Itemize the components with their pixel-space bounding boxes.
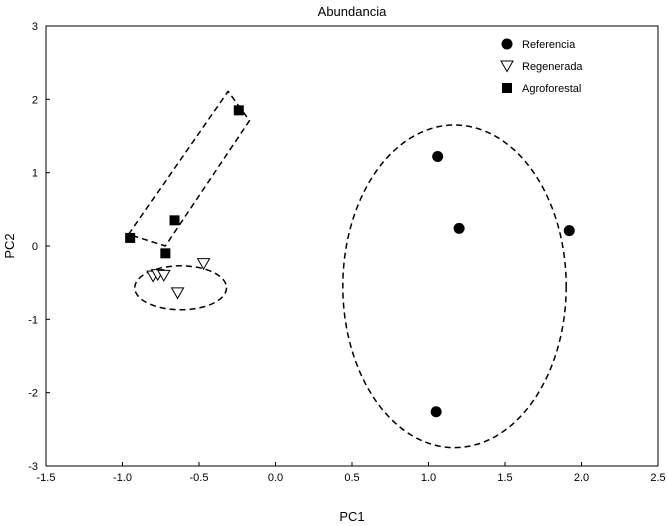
legend-marker-referencia (501, 38, 513, 50)
x-tick-label: -1.0 (113, 472, 132, 484)
legend-marker-regenerada (500, 60, 514, 73)
y-tick-label: -2 (28, 388, 38, 400)
point-agroforestal (169, 215, 180, 226)
point-regenerada (170, 287, 185, 300)
y-tick-label: 3 (32, 21, 38, 33)
y-axis-title: PC2 (2, 233, 17, 258)
x-tick-label: -1.5 (37, 472, 56, 484)
legend-label-referencia: Referencia (522, 39, 576, 51)
point-referencia (432, 151, 444, 163)
outline-agroforestal (127, 90, 251, 247)
y-tick-label: -3 (28, 461, 38, 473)
y-tick-label: -1 (28, 314, 38, 326)
point-agroforestal (160, 248, 171, 259)
point-referencia (453, 222, 465, 234)
y-axis: -3 -2 -1 0 1 2 3 (28, 21, 50, 473)
point-agroforestal (125, 232, 136, 243)
y-tick-label: 0 (32, 241, 38, 253)
point-regenerada (156, 269, 171, 282)
y-tick-label: 1 (32, 168, 38, 180)
x-tick-label: -0.5 (190, 472, 209, 484)
outline-regenerada (133, 265, 228, 311)
x-axis: -1.5 -1.0 -0.5 0.0 0.5 1.0 1.5 2.0 2.5 (37, 462, 666, 484)
x-tick-label: 2.0 (574, 472, 589, 484)
x-tick-label: 0.5 (344, 472, 359, 484)
legend-label-regenerada: Regenerada (522, 61, 583, 73)
legend: Referencia Regenerada Agroforestal (500, 38, 583, 95)
y-tick-label: 2 (32, 94, 38, 106)
x-tick-label: 2.5 (650, 472, 665, 484)
chart-title: Abundancia (318, 4, 387, 19)
legend-marker-agroforestal (502, 83, 512, 93)
point-regenerada (196, 258, 211, 271)
x-tick-label: 1.5 (497, 472, 512, 484)
x-axis-title: PC1 (339, 509, 364, 524)
point-referencia (563, 225, 575, 237)
data-points (125, 105, 575, 418)
point-referencia (430, 406, 442, 418)
x-tick-label: 0.0 (268, 472, 283, 484)
outline-referencia (342, 124, 567, 449)
group-outlines (127, 90, 567, 449)
x-tick-label: 1.0 (421, 472, 436, 484)
point-agroforestal (233, 105, 244, 116)
legend-label-agroforestal: Agroforestal (522, 83, 581, 95)
